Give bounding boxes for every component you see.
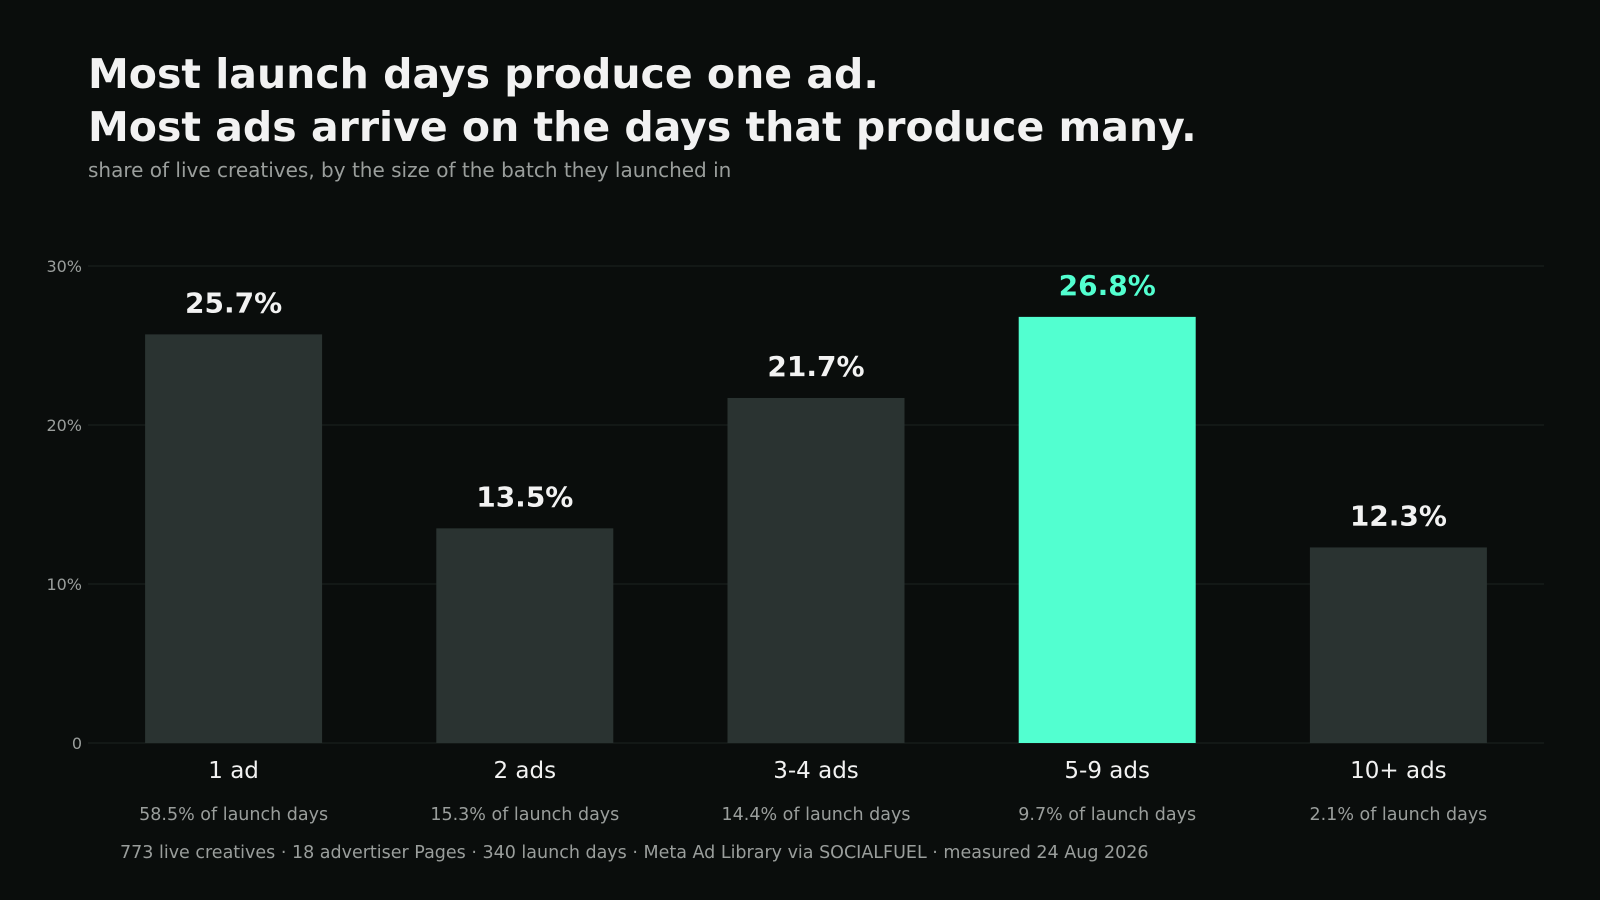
x-tick-sublabel: 15.3% of launch days xyxy=(430,805,619,825)
data-label: 21.7% xyxy=(767,350,864,383)
y-tick-label: 20% xyxy=(46,416,82,435)
x-tick-label: 2 ads xyxy=(493,758,556,784)
x-tick-label: 10+ ads xyxy=(1350,758,1447,784)
x-tick-sublabel: 58.5% of launch days xyxy=(139,805,328,825)
chart-title: Most launch days produce one ad. Most ad… xyxy=(88,48,1197,154)
data-label: 12.3% xyxy=(1350,499,1447,532)
bar xyxy=(436,528,614,743)
x-tick-label: 3-4 ads xyxy=(773,758,859,784)
y-tick-label: 10% xyxy=(46,575,82,594)
bar xyxy=(145,334,323,743)
chart-subtitle: share of live creatives, by the size of … xyxy=(88,158,732,182)
x-tick-label: 5-9 ads xyxy=(1064,758,1150,784)
source-footnote: 773 live creatives · 18 advertiser Pages… xyxy=(120,843,1149,863)
data-label: 26.8% xyxy=(1059,269,1156,302)
bar xyxy=(1018,316,1196,743)
y-tick-label: 0 xyxy=(72,734,82,753)
x-tick-sublabel: 9.7% of launch days xyxy=(1018,805,1196,825)
data-label: 25.7% xyxy=(185,286,282,319)
bar xyxy=(1309,547,1487,743)
bar xyxy=(727,397,905,743)
chart-title-line-1: Most launch days produce one ad. xyxy=(88,50,879,98)
data-label: 13.5% xyxy=(476,480,573,513)
chart-title-line-2: Most ads arrive on the days that produce… xyxy=(88,103,1197,151)
x-tick-label: 1 ad xyxy=(208,758,259,784)
x-tick-sublabel: 14.4% of launch days xyxy=(722,805,911,825)
y-tick-label: 30% xyxy=(46,257,82,276)
x-tick-sublabel: 2.1% of launch days xyxy=(1309,805,1487,825)
